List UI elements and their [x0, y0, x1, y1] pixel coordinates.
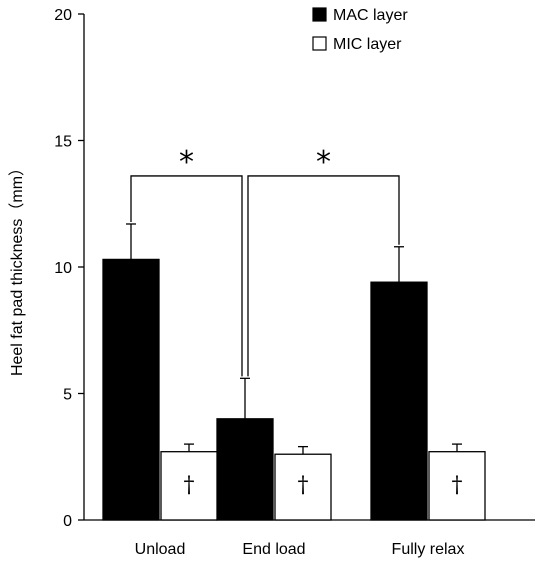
x-tick-label: End load — [242, 541, 305, 558]
axes: 0 5 10 15 20 Unload End load Fully relax — [54, 7, 535, 558]
y-axis-title: Heel fat pad thickness（mm） — [8, 160, 26, 376]
y-tick-label: 15 — [54, 134, 72, 151]
y-tick-label: 10 — [54, 260, 72, 277]
legend-swatch — [312, 36, 327, 51]
bar — [370, 281, 428, 521]
dagger-marker: † — [452, 473, 463, 498]
significance-bracket — [130, 175, 243, 377]
bar — [102, 258, 160, 521]
y-tick-label: 0 — [63, 513, 72, 530]
legend-label: MIC layer — [333, 36, 402, 53]
error-bars — [126, 223, 462, 455]
bar — [274, 453, 332, 521]
significance-bracket — [247, 175, 400, 377]
dagger-marker: † — [298, 473, 309, 498]
legend-label: MAC layer — [333, 7, 408, 24]
legend-swatch — [312, 7, 327, 22]
bars — [102, 258, 486, 521]
y-tick-label: 20 — [54, 7, 72, 24]
x-tick-label: Fully relax — [392, 541, 465, 558]
significance-star: * — [179, 145, 194, 180]
dagger-marker: † — [184, 473, 195, 498]
x-tick-label: Unload — [135, 541, 186, 558]
annotations: † † † * * — [130, 145, 463, 498]
bar — [216, 418, 274, 521]
significance-star: * — [316, 145, 331, 180]
legend: MAC layer MIC layer — [312, 7, 408, 53]
y-tick-label: 5 — [63, 387, 72, 404]
